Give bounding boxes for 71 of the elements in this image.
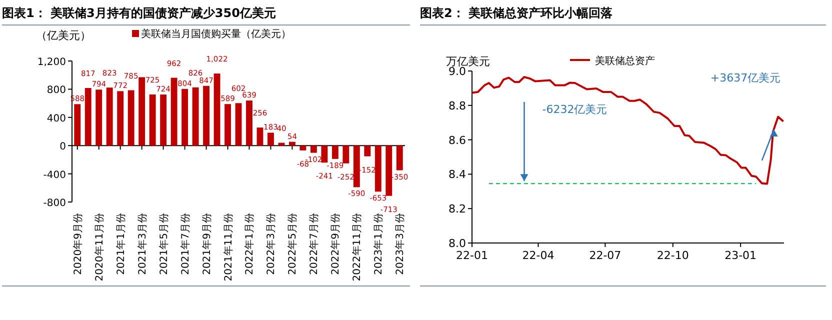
bar — [332, 146, 338, 159]
x-tick-label: 22-04 — [522, 249, 554, 262]
bar — [246, 100, 252, 146]
bar — [117, 91, 124, 146]
bar — [353, 146, 360, 188]
y-tick-label: -400 — [43, 170, 66, 181]
x-tick-label: 2022年11月份 — [351, 213, 364, 282]
bar — [224, 104, 231, 146]
bar — [214, 74, 220, 146]
x-tick-label: 2022年9月份 — [330, 213, 342, 275]
bar — [310, 146, 317, 153]
y-tick-label: 9.0 — [448, 65, 466, 78]
bar — [300, 146, 306, 150]
bar — [288, 142, 296, 146]
chart-title: 图表1： 美联储3月持有的国债资产减少350亿美元 — [2, 6, 276, 20]
y-tick-label: 800 — [46, 85, 66, 96]
bar — [321, 146, 328, 163]
y-tick-label: 400 — [46, 113, 66, 124]
x-tick-label: 2021年1月份 — [114, 213, 127, 275]
bar — [74, 104, 81, 146]
x-tick-label: 2022年7月份 — [308, 213, 320, 275]
x-tick-label: 2021年5月份 — [158, 213, 170, 275]
bar — [96, 90, 102, 146]
y-tick-label: 1,200 — [37, 57, 66, 68]
x-tick-label: 2020年9月份 — [72, 213, 84, 275]
y-tick-label: 8.0 — [448, 237, 466, 250]
bar — [182, 88, 188, 146]
legend-label: 美联储总资产 — [595, 55, 655, 67]
bar — [170, 78, 178, 146]
annotation: +3637亿美元 — [710, 71, 781, 84]
x-tick-label: 2021年3月份 — [136, 213, 148, 275]
bar — [364, 146, 371, 156]
bar — [160, 94, 167, 146]
legend-label: 美联储当月国债购买量（亿美元） — [141, 28, 291, 40]
bar — [396, 146, 403, 170]
y-tick-label: 8.4 — [448, 168, 466, 182]
bar — [203, 86, 210, 146]
x-tick-label: 2021年9月份 — [200, 213, 213, 275]
bar — [235, 103, 242, 146]
bar — [84, 88, 92, 146]
x-tick-label: 22-07 — [589, 249, 622, 262]
y-tick-label: 0 — [60, 142, 66, 153]
y-axis-title: 万亿美元 — [446, 55, 490, 68]
x-tick-label: 2022年3月份 — [265, 213, 278, 275]
chart-title: 图表2： 美联储总资产环比小幅回落 — [420, 6, 614, 20]
bar — [386, 146, 392, 196]
x-tick-label: 2020年11月份 — [93, 213, 106, 282]
annotation: -6232亿美元 — [542, 102, 608, 116]
bar — [138, 77, 146, 146]
bar — [374, 146, 382, 192]
x-tick-label: 2021年7月份 — [179, 213, 192, 275]
y-tick-label: 8.6 — [448, 134, 466, 147]
y-axis-title: （亿美元） — [36, 29, 91, 42]
bar — [128, 90, 134, 146]
bar — [256, 128, 264, 146]
x-tick-label: 22-01 — [456, 249, 488, 262]
y-tick-label: 8.2 — [448, 202, 466, 216]
bar — [192, 87, 199, 146]
x-tick-label: 23-01 — [724, 249, 757, 262]
x-tick-label: 2021年11月份 — [222, 213, 234, 282]
bar — [268, 132, 274, 146]
x-tick-label: 2022年5月份 — [286, 213, 299, 275]
x-tick-label: 2023年1月份 — [372, 213, 385, 275]
bar — [106, 88, 113, 146]
x-tick-label: 2022年1月份 — [244, 213, 256, 275]
x-tick-label: 22-10 — [656, 249, 689, 262]
x-tick-label: 2023年3月份 — [394, 213, 406, 275]
bar — [342, 146, 350, 164]
y-tick-label: 8.8 — [448, 99, 466, 112]
bar — [149, 94, 156, 146]
y-tick-label: -800 — [43, 198, 66, 209]
